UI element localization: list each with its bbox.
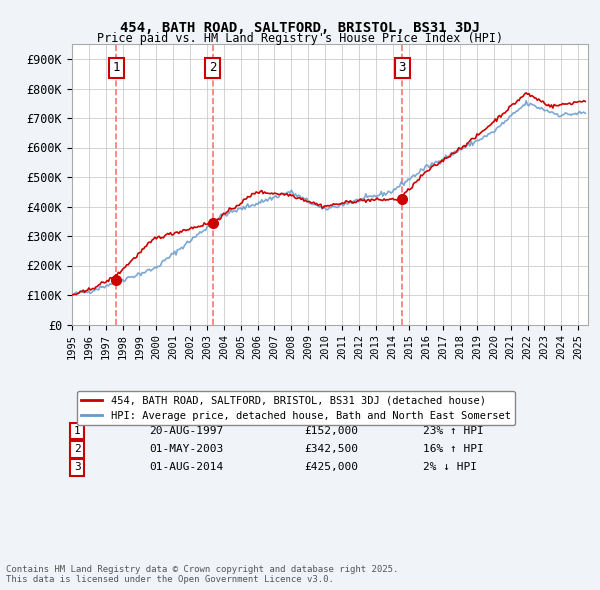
- Legend: 454, BATH ROAD, SALTFORD, BRISTOL, BS31 3DJ (detached house), HPI: Average price: 454, BATH ROAD, SALTFORD, BRISTOL, BS31 …: [77, 391, 515, 425]
- Text: 3: 3: [398, 61, 406, 74]
- Text: 3: 3: [74, 463, 80, 473]
- Text: £152,000: £152,000: [304, 426, 358, 436]
- Text: 1: 1: [74, 426, 80, 436]
- Text: 2: 2: [74, 444, 80, 454]
- Text: Price paid vs. HM Land Registry's House Price Index (HPI): Price paid vs. HM Land Registry's House …: [97, 32, 503, 45]
- Text: £342,500: £342,500: [304, 444, 358, 454]
- Text: 01-MAY-2003: 01-MAY-2003: [149, 444, 224, 454]
- Text: 16% ↑ HPI: 16% ↑ HPI: [423, 444, 484, 454]
- Text: 454, BATH ROAD, SALTFORD, BRISTOL, BS31 3DJ: 454, BATH ROAD, SALTFORD, BRISTOL, BS31 …: [120, 21, 480, 35]
- Text: 23% ↑ HPI: 23% ↑ HPI: [423, 426, 484, 436]
- Text: £425,000: £425,000: [304, 463, 358, 473]
- Text: 2% ↓ HPI: 2% ↓ HPI: [423, 463, 477, 473]
- Text: 1: 1: [113, 61, 120, 74]
- Text: 01-AUG-2014: 01-AUG-2014: [149, 463, 224, 473]
- Text: Contains HM Land Registry data © Crown copyright and database right 2025.
This d: Contains HM Land Registry data © Crown c…: [6, 565, 398, 584]
- Text: 2: 2: [209, 61, 216, 74]
- Text: 20-AUG-1997: 20-AUG-1997: [149, 426, 224, 436]
